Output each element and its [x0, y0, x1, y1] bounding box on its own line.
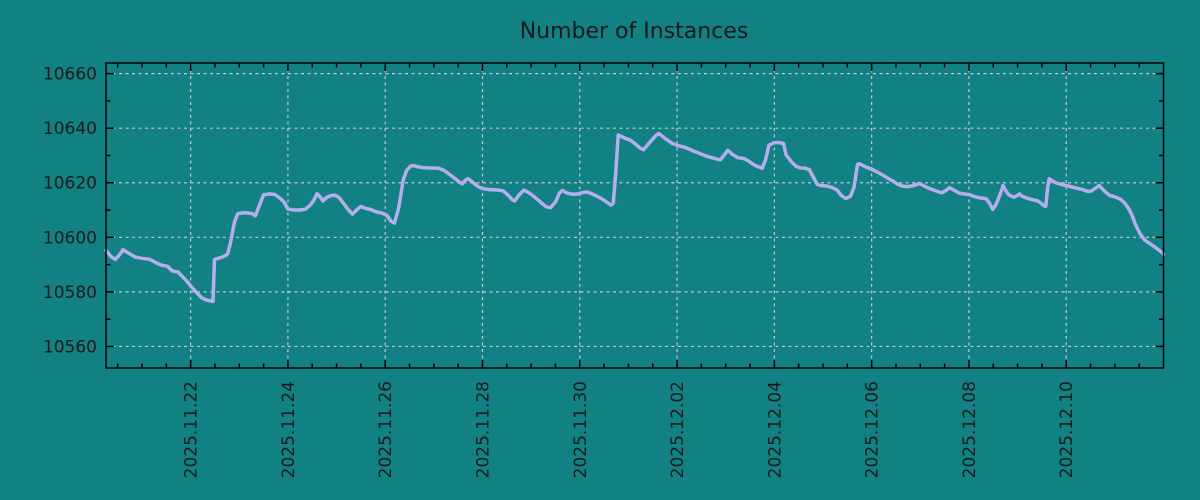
series-line: [104, 131, 1166, 304]
chart-title: Number of Instances: [520, 19, 749, 44]
x-tick-label: 2025.12.06: [863, 381, 883, 478]
x-tick-label: 2025.12.02: [668, 381, 688, 478]
x-tick-label: 2025.11.30: [571, 381, 591, 478]
x-tick-label: 2025.11.24: [279, 381, 299, 478]
series-layer: [104, 131, 1166, 304]
y-tick-label: 10620: [43, 174, 97, 194]
plot-frame: [105, 62, 1165, 369]
y-tick-label: 10580: [43, 283, 97, 303]
x-tick-label: 2025.12.04: [765, 381, 785, 478]
x-tick-label: 2025.11.22: [182, 381, 202, 478]
y-tick-label: 10600: [43, 228, 97, 248]
y-tick-label: 10560: [43, 337, 97, 357]
label-layer: 10560 10580 10600 10620 10640 10660 2025.11.22…: [43, 65, 1077, 479]
y-tick-label: 10640: [43, 119, 97, 139]
x-tick-label: 2025.11.28: [473, 381, 493, 478]
x-tick-label: 2025.12.10: [1057, 381, 1077, 478]
x-tick-label: 2025.12.08: [960, 381, 980, 478]
y-tick-label: 10660: [43, 65, 97, 85]
x-tick-label: 2025.11.26: [376, 381, 396, 478]
